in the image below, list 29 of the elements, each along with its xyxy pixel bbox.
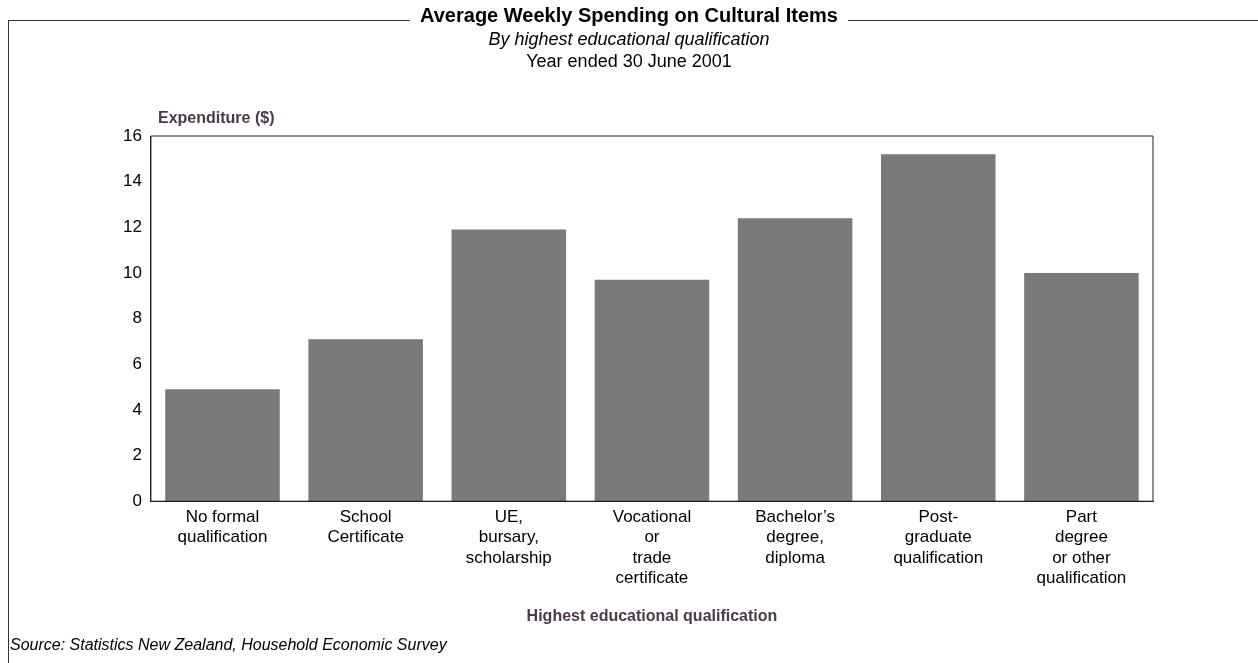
bar bbox=[308, 339, 423, 502]
text: Year ended 30 June 2001 bbox=[525, 50, 733, 72]
source-note: Source: Statistics New Zealand, Household Economic Survey bbox=[10, 636, 447, 654]
bar bbox=[881, 154, 996, 502]
x-tick-label: Bachelor’s degree, diploma bbox=[755, 507, 835, 567]
y-tick-label: 0 bbox=[132, 490, 142, 510]
y-tick-label: 8 bbox=[132, 308, 142, 328]
y-tick-label: 12 bbox=[122, 216, 142, 236]
y-tick-label: 14 bbox=[122, 171, 142, 191]
bar bbox=[1024, 272, 1139, 502]
y-axis-title: Expenditure ($) bbox=[158, 109, 275, 127]
y-tick-label: 16 bbox=[122, 125, 142, 145]
x-tick-label: Post- graduate qualification bbox=[893, 507, 984, 567]
bar bbox=[594, 279, 710, 502]
bar bbox=[451, 229, 567, 502]
y-tick-label: 6 bbox=[132, 353, 142, 373]
x-axis-title: Highest educational qualification bbox=[526, 606, 778, 624]
x-tick-label: UE, bursary, scholarship bbox=[465, 507, 552, 567]
x-tick-label: Vocational or trade certificate bbox=[612, 507, 692, 588]
x-tick-label: School Certificate bbox=[327, 507, 404, 547]
x-tick-label: No formal qualification bbox=[177, 507, 268, 547]
x-tick-label: Part degree or other qualification bbox=[1036, 507, 1127, 588]
y-tick-label: 2 bbox=[132, 445, 142, 465]
bar bbox=[165, 389, 280, 502]
chart-title: Average Weekly Spending on Cultural Items bbox=[410, 2, 848, 28]
bar bbox=[737, 218, 853, 502]
y-tick-label: 10 bbox=[122, 262, 142, 282]
chart-subtitle: By highest educational qualification bbox=[487, 28, 771, 50]
y-tick-label: 4 bbox=[132, 399, 142, 419]
